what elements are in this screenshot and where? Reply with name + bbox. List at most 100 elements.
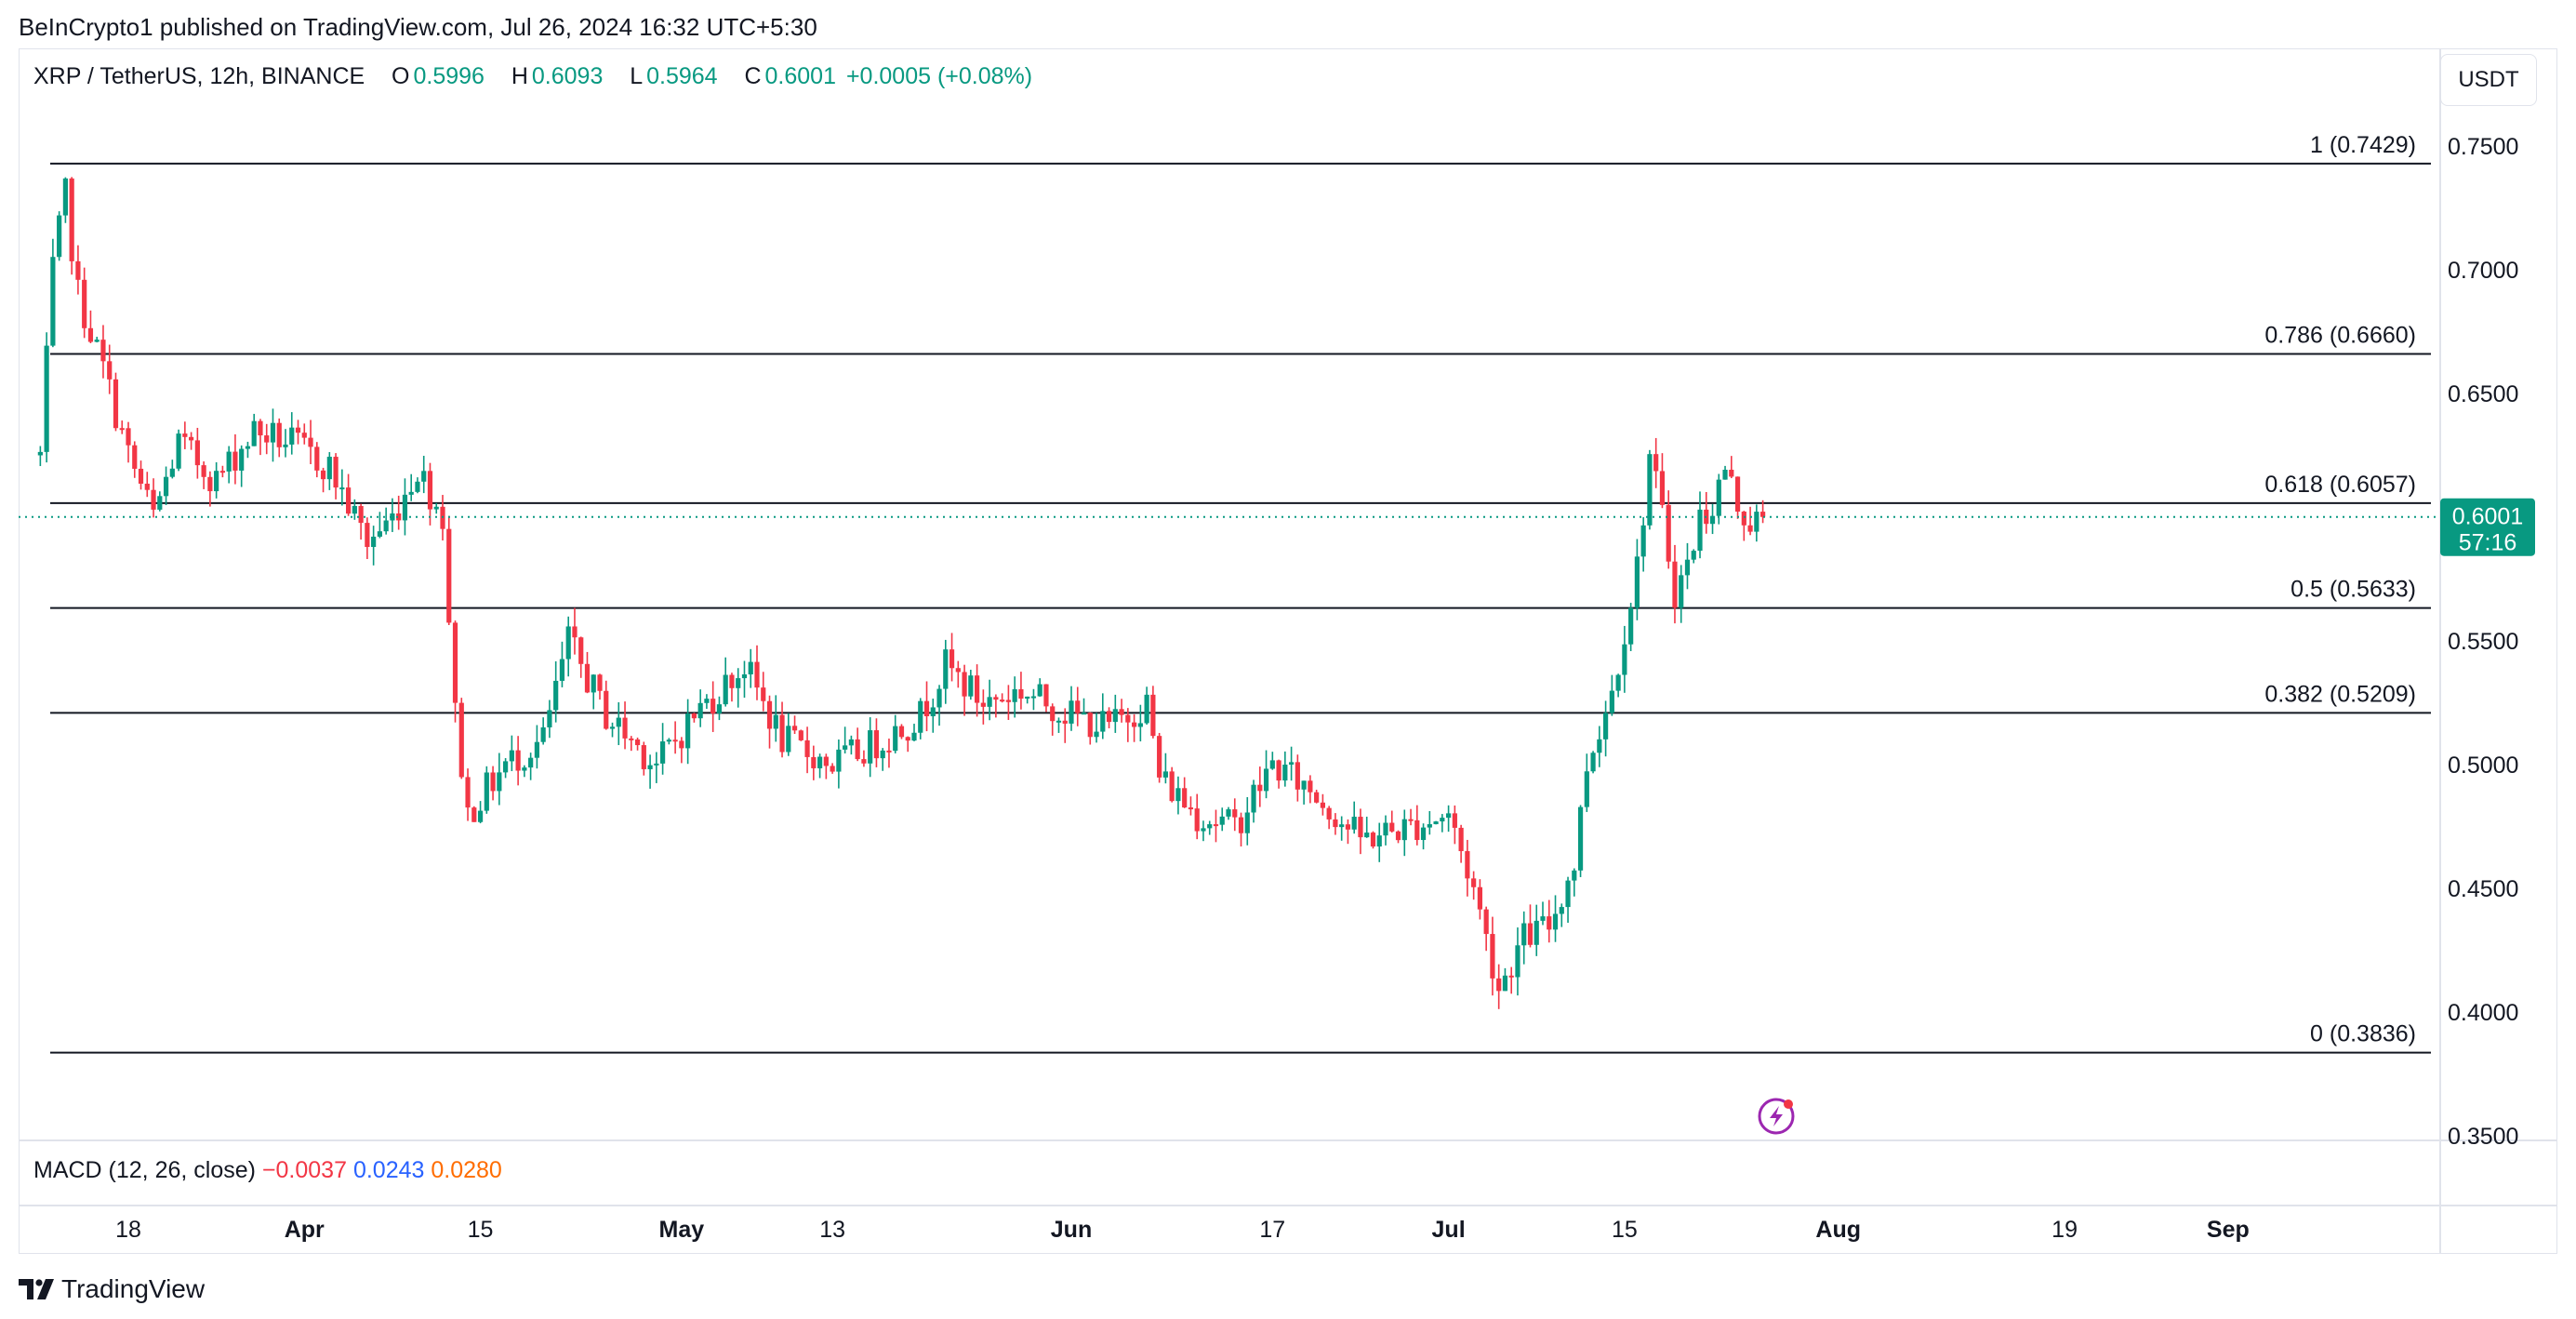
candle-body xyxy=(358,505,364,524)
candle-body xyxy=(791,726,798,731)
candle-body xyxy=(905,737,910,741)
candle-body xyxy=(1590,753,1596,772)
candle-body xyxy=(1729,469,1734,477)
symbol-legend: XRP / TetherUS, 12h, BINANCE O 0.5996 H 0.… xyxy=(33,63,1036,90)
candle-body xyxy=(157,496,163,510)
grid-layer xyxy=(19,48,2557,1254)
candle-body xyxy=(1490,934,1495,979)
candle-body xyxy=(1446,813,1452,819)
candle-body xyxy=(1383,822,1388,836)
candle-body xyxy=(408,491,414,495)
candle-body xyxy=(641,745,646,769)
candle-body xyxy=(283,444,288,447)
candle-body xyxy=(1603,713,1609,739)
candle-body xyxy=(868,730,873,764)
price-tick-label: 0.5000 xyxy=(2448,753,2518,779)
candle-body xyxy=(497,772,502,792)
price-badge-box xyxy=(2440,498,2535,556)
candle-body xyxy=(893,726,898,752)
candle-body xyxy=(1684,559,1691,576)
candle-body xyxy=(446,528,452,623)
candle-body xyxy=(201,465,206,477)
candle-body xyxy=(1308,780,1313,793)
candle-body xyxy=(1697,509,1703,552)
candle-body xyxy=(371,536,377,547)
candle-body xyxy=(729,674,735,688)
candle-body xyxy=(736,678,741,688)
candle-body xyxy=(1628,607,1634,645)
time-tick-label: 15 xyxy=(1612,1217,1638,1243)
candle-body xyxy=(1320,802,1325,808)
candle-body xyxy=(1314,792,1320,803)
candle-body xyxy=(955,668,961,673)
candle-body xyxy=(773,714,778,729)
candle-body xyxy=(1094,731,1099,738)
high-value: 0.6093 xyxy=(531,63,604,89)
candle-body xyxy=(50,257,56,346)
macd-value-macd: 0.0243 xyxy=(352,1157,425,1183)
candle-body xyxy=(761,687,766,701)
lightning-icon[interactable] xyxy=(1758,1098,1795,1135)
candle-body xyxy=(138,468,144,484)
candle-body xyxy=(1364,833,1370,838)
candle-body xyxy=(1521,923,1527,946)
candle-body xyxy=(1565,880,1571,908)
tradingview-brand[interactable]: TradingView xyxy=(19,1274,205,1304)
open-label: O xyxy=(392,63,410,89)
candle-body xyxy=(1452,813,1457,828)
candle-body xyxy=(1679,575,1684,608)
candle-body xyxy=(1465,851,1470,879)
candle-body xyxy=(522,767,527,771)
candle-body xyxy=(1440,818,1445,822)
candle-body xyxy=(1647,454,1653,526)
candle-body xyxy=(697,702,703,719)
candle-body xyxy=(1722,469,1728,480)
candle-body xyxy=(126,428,131,446)
macd-label: MACD (12, 26, close) xyxy=(33,1157,256,1183)
currency-button[interactable]: USDT xyxy=(2440,54,2537,106)
time-tick-label: May xyxy=(659,1217,705,1243)
candle-body xyxy=(830,766,835,772)
candle-body xyxy=(1269,760,1275,769)
chart-frame xyxy=(19,48,2557,1254)
candle-body xyxy=(1087,713,1093,738)
candle-body xyxy=(1295,762,1300,790)
candle-body xyxy=(1132,722,1137,727)
candle-body xyxy=(993,697,999,700)
candle-body xyxy=(553,680,559,711)
candle-body xyxy=(87,327,94,342)
candle-body xyxy=(987,697,992,707)
candle-body xyxy=(823,756,829,766)
candle-body xyxy=(163,476,169,497)
candle-body xyxy=(1226,809,1231,817)
candle-body xyxy=(452,622,458,703)
candle-body xyxy=(1162,771,1168,778)
time-tick-label: Jun xyxy=(1051,1217,1092,1243)
candle-body xyxy=(540,726,546,742)
candle-body xyxy=(402,494,408,521)
candle-body xyxy=(1207,824,1213,829)
lightning-layer xyxy=(1758,1098,1795,1135)
candle-body xyxy=(1182,788,1188,808)
candle-body xyxy=(1427,824,1432,828)
candle-body xyxy=(861,759,867,764)
candle-body xyxy=(886,750,892,753)
candle-body xyxy=(1238,817,1244,833)
candle-body xyxy=(100,340,106,362)
candle-body xyxy=(654,763,659,766)
candle-body xyxy=(1112,709,1118,723)
candle-body xyxy=(1169,771,1175,802)
candle-body xyxy=(1547,916,1552,930)
candle-body xyxy=(1395,831,1401,841)
tradingview-logo-icon xyxy=(19,1279,54,1299)
candle-body xyxy=(723,674,728,705)
candle-body xyxy=(1219,816,1225,825)
candle-body xyxy=(1420,827,1427,841)
candle-body xyxy=(1106,711,1112,723)
price-axis: 0.7500 0.7000 0.6500 0.5500 0.5000 0.4500 0.40… xyxy=(2448,134,2518,1150)
candle-body xyxy=(1012,688,1017,702)
candle-body xyxy=(1175,788,1181,802)
candle-body xyxy=(604,690,609,729)
